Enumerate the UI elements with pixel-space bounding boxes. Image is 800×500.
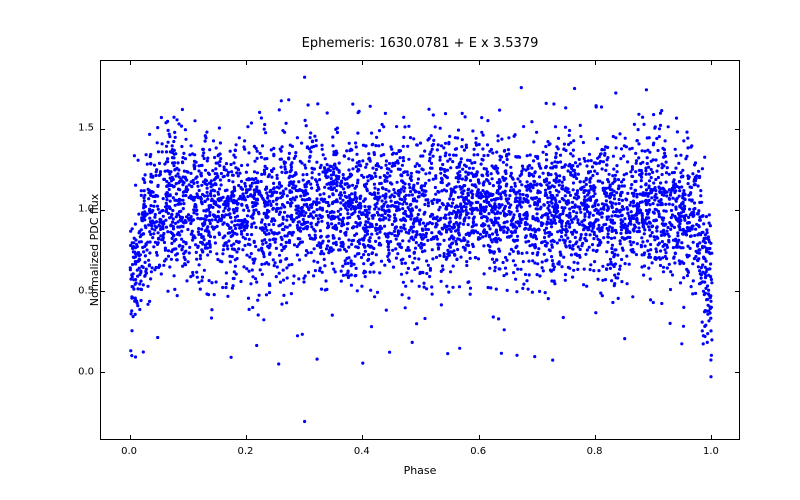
x-tick-mark: [711, 435, 712, 439]
x-tick-mark: [595, 435, 596, 439]
y-tick-mark: [735, 210, 739, 211]
y-tick-mark: [735, 372, 739, 373]
x-tick-mark: [479, 61, 480, 65]
y-tick-label: 1.5: [70, 123, 94, 134]
x-tick-mark: [246, 435, 247, 439]
scatter-points: [101, 61, 741, 441]
y-tick-label: 1.0: [70, 204, 94, 215]
x-tick-label: 0.4: [354, 446, 370, 457]
y-tick-mark: [101, 372, 105, 373]
x-tick-mark: [246, 61, 247, 65]
y-tick-mark: [101, 210, 105, 211]
x-tick-mark: [595, 61, 596, 65]
y-tick-mark: [735, 129, 739, 130]
chart-container: Ephemeris: 1630.0781 + E x 3.5379 Phase …: [0, 0, 800, 500]
x-tick-mark: [362, 435, 363, 439]
plot-area: [100, 60, 740, 440]
x-tick-label: 0.2: [238, 446, 254, 457]
x-tick-label: 1.0: [703, 446, 719, 457]
chart-title: Ephemeris: 1630.0781 + E x 3.5379: [302, 36, 539, 51]
x-tick-mark: [711, 61, 712, 65]
x-axis-label: Phase: [404, 464, 437, 477]
y-tick-mark: [101, 129, 105, 130]
y-tick-label: 0.5: [70, 285, 94, 296]
y-tick-label: 0.0: [70, 366, 94, 377]
x-tick-label: 0.6: [470, 446, 486, 457]
y-tick-mark: [101, 291, 105, 292]
x-tick-mark: [130, 61, 131, 65]
x-tick-mark: [130, 435, 131, 439]
x-tick-mark: [479, 435, 480, 439]
x-tick-label: 0.0: [121, 446, 137, 457]
y-tick-mark: [735, 291, 739, 292]
x-tick-label: 0.8: [587, 446, 603, 457]
x-tick-mark: [362, 61, 363, 65]
